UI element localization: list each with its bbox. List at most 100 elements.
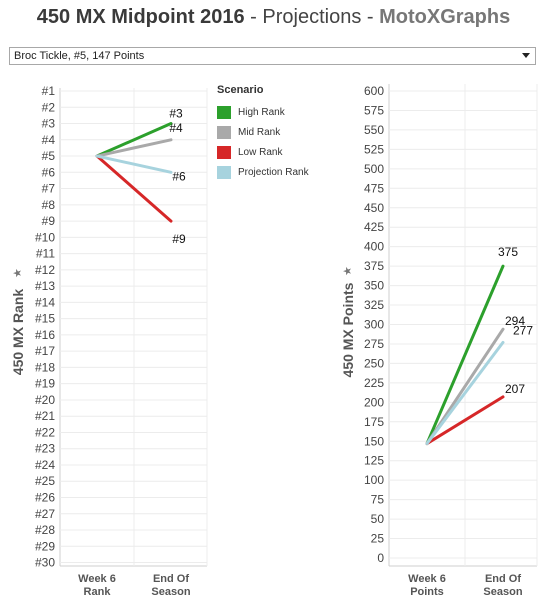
- y-tick-label: #14: [35, 295, 55, 309]
- y-tick-label: #11: [36, 247, 55, 261]
- data-label: 294: [505, 314, 525, 328]
- y-tick-label: 300: [364, 318, 384, 332]
- y-tick-label: 275: [364, 337, 384, 351]
- y-tick-label: #26: [35, 491, 55, 505]
- y-tick-label: #17: [35, 344, 55, 358]
- y-tick-label: 350: [364, 279, 384, 293]
- x-category-label: Rank: [84, 586, 112, 598]
- y-tick-label: #3: [42, 117, 56, 131]
- y-tick-label: 25: [371, 532, 385, 546]
- y-tick-label: #25: [35, 474, 55, 488]
- y-tick-label: 400: [364, 240, 384, 254]
- y-tick-label: #21: [35, 409, 55, 423]
- title-separator: -: [244, 6, 263, 28]
- y-tick-label: #20: [35, 393, 55, 407]
- page-title: 450 MX Midpoint 2016 - Projections - Mot…: [0, 6, 547, 29]
- y-tick-label: #22: [35, 425, 55, 439]
- legend-swatch: [217, 105, 231, 119]
- series-line-high-rank: [425, 264, 505, 446]
- y-tick-label: 475: [364, 181, 384, 195]
- y-tick-label: #10: [35, 230, 55, 244]
- y-tick-label: 175: [364, 415, 384, 429]
- series-line-projection-rank: [425, 340, 505, 446]
- y-tick-label: 50: [371, 512, 385, 526]
- y-tick-label: 600: [364, 84, 384, 98]
- legend-swatch: [217, 125, 231, 139]
- data-label: #9: [172, 232, 186, 246]
- y-tick-label: 500: [364, 162, 384, 176]
- series-line-projection-rank: [95, 154, 173, 174]
- y-tick-label: #12: [35, 263, 55, 277]
- legend-item-low-rank[interactable]: Low Rank: [217, 142, 309, 162]
- y-tick-label: 575: [364, 103, 384, 117]
- x-category-label: Week 6: [408, 573, 446, 585]
- data-label: 277: [513, 323, 533, 337]
- legend-swatch: [217, 145, 231, 159]
- data-label: 375: [498, 245, 518, 259]
- legend-label: High Rank: [238, 106, 285, 118]
- data-label: 207: [505, 382, 525, 396]
- y-tick-label: #9: [42, 214, 56, 228]
- y-tick-label: #24: [35, 458, 55, 472]
- series-line-low-rank: [95, 154, 173, 223]
- y-tick-label: #18: [35, 360, 55, 374]
- y-tick-label: 150: [364, 434, 384, 448]
- title-brand: MotoXGraphs: [379, 6, 511, 28]
- data-label: #6: [172, 169, 186, 183]
- rider-select-value: Broc Tickle, #5, 147 Points: [14, 50, 145, 62]
- y-tick-label: #2: [42, 100, 56, 114]
- y-tick-label: #13: [35, 279, 55, 293]
- y-tick-label: 250: [364, 356, 384, 370]
- rider-select[interactable]: Broc Tickle, #5, 147 Points: [9, 47, 536, 65]
- y-tick-label: #8: [42, 198, 56, 212]
- legend-item-projection-rank[interactable]: Projection Rank: [217, 162, 309, 182]
- y-tick-label: 200: [364, 395, 384, 409]
- chevron-down-icon[interactable]: [522, 53, 530, 58]
- y-tick-label: 525: [364, 142, 384, 156]
- y-tick-label: 425: [364, 220, 384, 234]
- legend-swatch: [217, 165, 231, 179]
- legend-label: Low Rank: [238, 146, 283, 158]
- y-axis-title: 450 MX Points: [340, 282, 356, 377]
- y-tick-label: 450: [364, 201, 384, 215]
- series-line-mid-rank: [95, 138, 173, 158]
- y-tick-label: #4: [42, 133, 56, 147]
- y-tick-label: #15: [35, 312, 55, 326]
- y-tick-label: #28: [35, 523, 55, 537]
- legend-label: Projection Rank: [238, 166, 309, 178]
- y-tick-label: #23: [35, 442, 55, 456]
- y-tick-label: #19: [35, 377, 55, 391]
- x-category-label: Season: [483, 586, 522, 598]
- series-line-high-rank: [95, 122, 173, 158]
- legend-label: Mid Rank: [238, 126, 281, 138]
- y-tick-label: 125: [364, 454, 384, 468]
- x-category-label: End Of: [153, 573, 189, 585]
- y-tick-label: #27: [35, 507, 55, 521]
- y-tick-label: #7: [42, 182, 56, 196]
- data-label: #3: [169, 107, 183, 121]
- title-projections: Projections: [262, 6, 362, 28]
- legend-item-high-rank[interactable]: High Rank: [217, 102, 309, 122]
- series-line-low-rank: [425, 395, 505, 446]
- y-tick-label: #5: [42, 149, 56, 163]
- y-tick-label: #6: [42, 165, 56, 179]
- y-tick-label: 375: [364, 259, 384, 273]
- title-main: 450 MX Midpoint 2016: [36, 6, 245, 28]
- pin-icon: ★: [341, 266, 354, 276]
- y-tick-label: 0: [377, 551, 384, 565]
- y-axis-title: 450 MX Rank: [10, 289, 26, 376]
- x-category-label: Week 6: [78, 573, 116, 585]
- pin-icon: ★: [11, 268, 24, 278]
- legend: Scenario High Rank Mid Rank Low Rank Pro…: [217, 84, 309, 182]
- y-tick-label: 100: [364, 473, 384, 487]
- legend-title: Scenario: [217, 84, 264, 96]
- y-tick-label: 75: [371, 493, 385, 507]
- data-label: #4: [169, 121, 183, 135]
- y-tick-label: 550: [364, 123, 384, 137]
- x-category-label: Points: [410, 586, 444, 598]
- y-tick-label: #1: [42, 84, 56, 98]
- legend-item-mid-rank[interactable]: Mid Rank: [217, 122, 309, 142]
- title-separator: -: [361, 6, 380, 28]
- y-tick-label: #29: [35, 539, 55, 553]
